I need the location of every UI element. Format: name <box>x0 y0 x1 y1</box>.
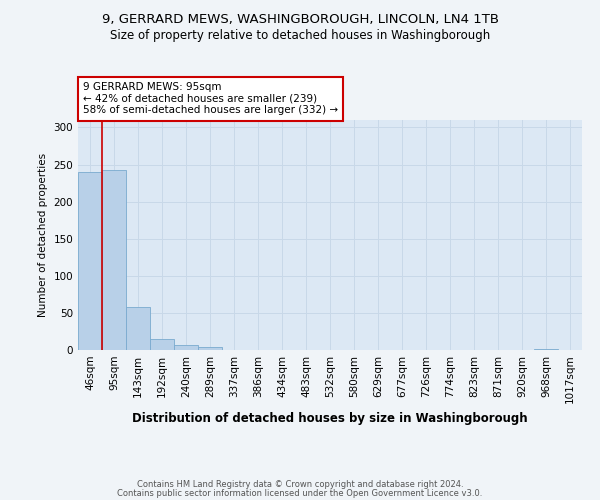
Text: Contains public sector information licensed under the Open Government Licence v3: Contains public sector information licen… <box>118 489 482 498</box>
Text: 9, GERRARD MEWS, WASHINGBOROUGH, LINCOLN, LN4 1TB: 9, GERRARD MEWS, WASHINGBOROUGH, LINCOLN… <box>101 12 499 26</box>
Text: 9 GERRARD MEWS: 95sqm
← 42% of detached houses are smaller (239)
58% of semi-det: 9 GERRARD MEWS: 95sqm ← 42% of detached … <box>83 82 338 116</box>
Text: Contains HM Land Registry data © Crown copyright and database right 2024.: Contains HM Land Registry data © Crown c… <box>137 480 463 489</box>
Bar <box>78 172 102 350</box>
Y-axis label: Number of detached properties: Number of detached properties <box>38 153 48 317</box>
Bar <box>102 170 126 350</box>
Bar <box>174 345 198 350</box>
X-axis label: Distribution of detached houses by size in Washingborough: Distribution of detached houses by size … <box>132 412 528 425</box>
Bar <box>534 348 558 350</box>
Bar <box>150 339 174 350</box>
Bar <box>126 307 150 350</box>
Bar <box>198 347 222 350</box>
Text: Size of property relative to detached houses in Washingborough: Size of property relative to detached ho… <box>110 29 490 42</box>
